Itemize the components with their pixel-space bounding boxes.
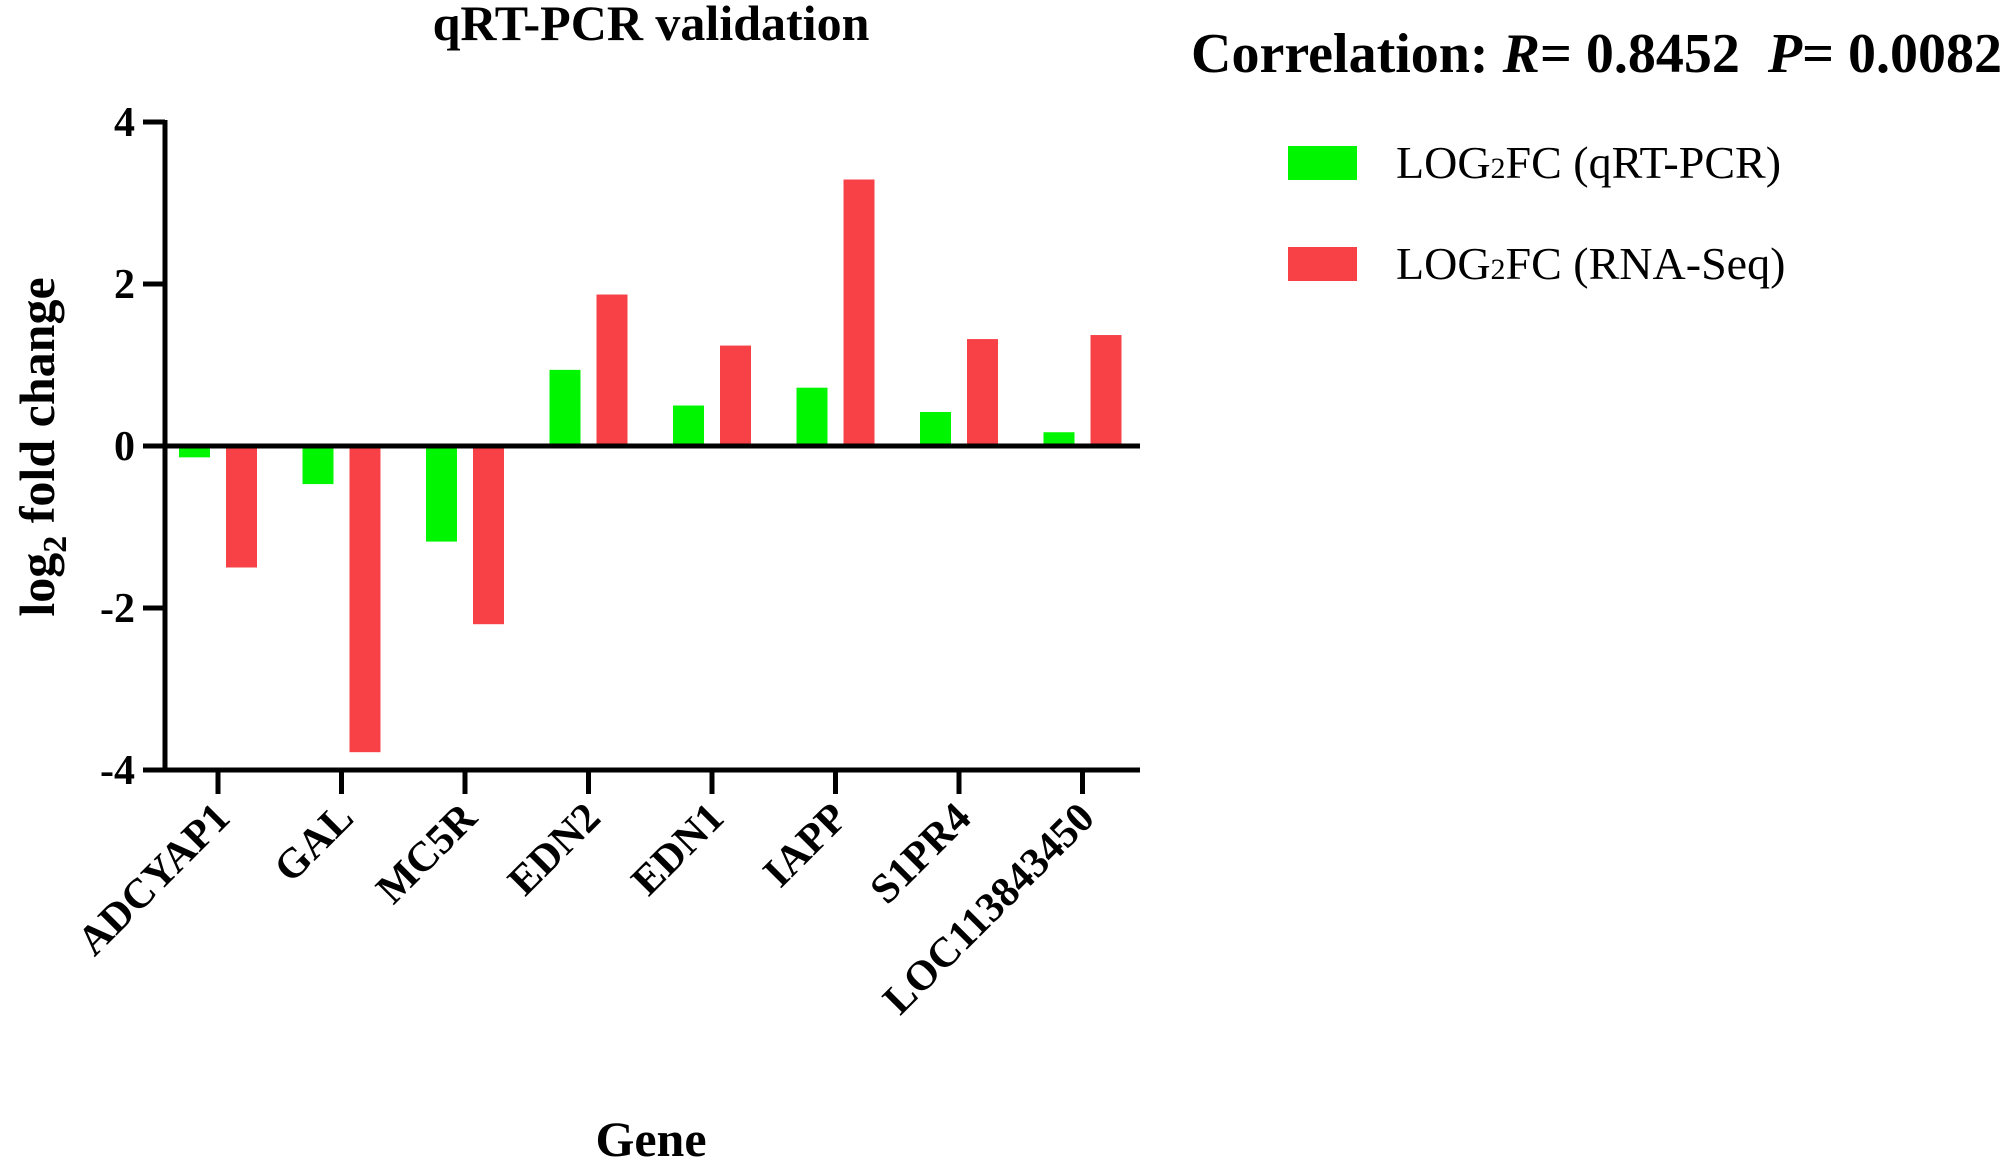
bar-qrtpcr-loc113843450 <box>1043 432 1075 446</box>
legend: LOG2FC (qRT-PCR) LOG2FC (RNA-Seq) <box>1288 137 1785 289</box>
y-tick-label: -2 <box>100 586 135 632</box>
legend-label-qrtpcr: LOG2FC (qRT-PCR) <box>1396 137 1781 188</box>
y-axis-title-prefix: log <box>9 553 65 617</box>
y-ticks-layer: 4 2 0 -2 -4 <box>100 100 165 794</box>
bar-qrtpcr-edn1 <box>673 405 704 446</box>
chart-title: qRT-PCR validation <box>433 0 870 51</box>
y-tick-label: 2 <box>114 262 135 308</box>
x-tick-label-edn2: EDN2 <box>499 795 609 905</box>
bar-qrtpcr-edn2 <box>549 369 581 446</box>
x-tick-label-s1pr4: S1PR4 <box>862 795 980 913</box>
axes-layer <box>162 120 1140 773</box>
correlation-label: Correlation: <box>1191 23 1503 85</box>
y-axis-title-suffix: fold change <box>9 277 65 535</box>
bar-rnaseq-loc113843450 <box>1090 335 1122 446</box>
correlation-annotation: Correlation: R= 0.8452 P= 0.0082 <box>1191 23 2002 85</box>
legend-swatch-rnaseq <box>1288 247 1357 281</box>
bar-qrtpcr-iapp <box>796 387 828 446</box>
correlation-spacer <box>1740 23 1768 85</box>
legend-swatch-qrtpcr <box>1288 146 1357 180</box>
x-tick-label-loc113843450: LOC113843450 <box>875 795 1104 1024</box>
x-tick-label-iapp: IAPP <box>755 795 857 897</box>
bar-rnaseq-edn1 <box>720 345 751 446</box>
x-tick-label-adcyap1: ADCYAP1 <box>69 795 239 965</box>
bar-rnaseq-edn2 <box>596 294 628 446</box>
bar-rnaseq-gal <box>349 446 381 753</box>
x-axis-title: Gene <box>595 1111 706 1163</box>
bar-rnaseq-mc5r <box>473 446 504 625</box>
bar-qrtpcr-s1pr4 <box>920 411 951 446</box>
correlation-r-symbol: R <box>1502 23 1540 85</box>
bar-rnaseq-s1pr4 <box>967 339 998 446</box>
y-tick-label: 0 <box>114 424 135 470</box>
bar-qrtpcr-mc5r <box>426 446 457 542</box>
bar-qrtpcr-adcyap1 <box>179 446 210 458</box>
x-tick-label-mc5r: MC5R <box>368 794 487 913</box>
correlation-r-value: = 0.8452 <box>1540 23 1740 85</box>
legend-label-rnaseq: LOG2FC (RNA-Seq) <box>1396 238 1785 289</box>
y-axis-title-subscript: 2 <box>37 536 74 553</box>
y-tick-label: 4 <box>114 100 135 146</box>
correlation-p-symbol: P <box>1767 23 1803 85</box>
bar-qrtpcr-gal <box>302 446 334 485</box>
bar-rnaseq-adcyap1 <box>226 446 257 568</box>
x-ticks-layer: ADCYAP1 GAL MC5R EDN2 EDN1 IAPP S1PR4LOC113843… <box>69 770 1104 1023</box>
y-axis-title: log2 fold change <box>9 277 74 616</box>
y-tick-label: -4 <box>100 748 135 794</box>
bar-rnaseq-iapp <box>843 179 875 446</box>
correlation-p-value: = 0.0082 <box>1802 23 2002 85</box>
x-tick-label-edn1: EDN1 <box>623 795 733 905</box>
bars-layer <box>179 179 1122 753</box>
x-tick-label-gal: GAL <box>266 795 363 892</box>
